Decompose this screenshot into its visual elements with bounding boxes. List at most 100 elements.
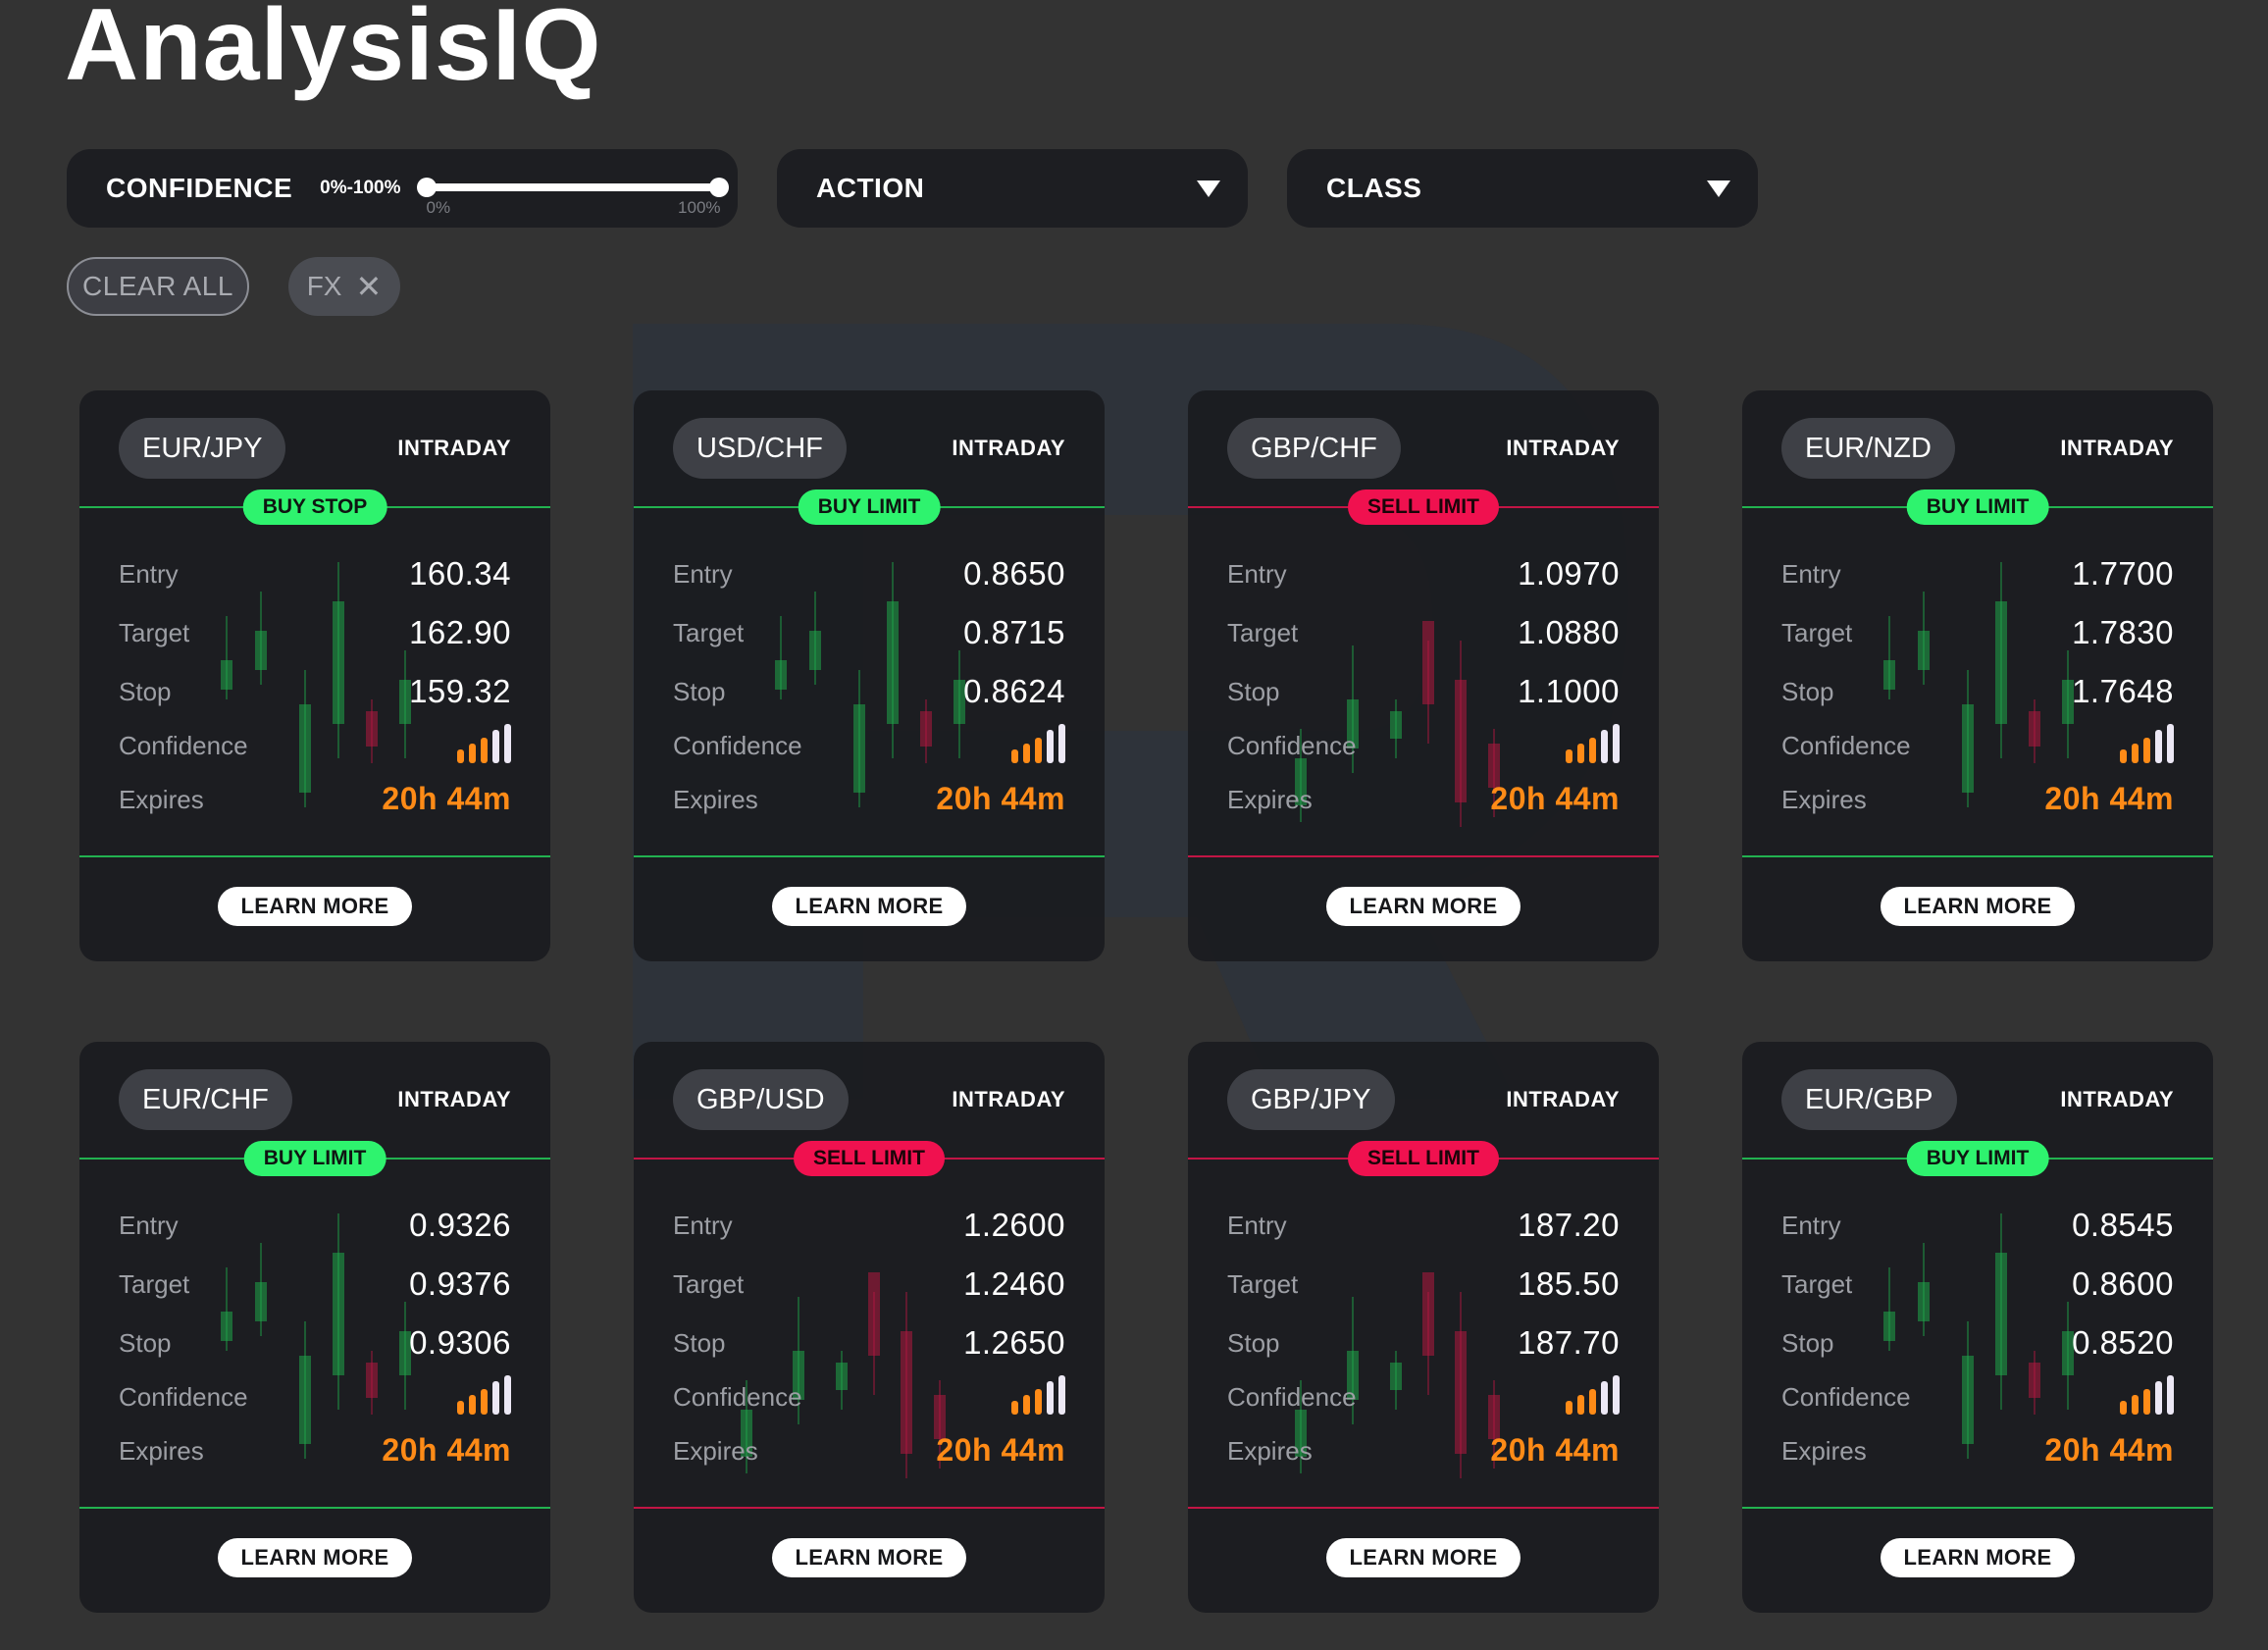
stop-label: Stop xyxy=(1227,677,1280,706)
target-label: Target xyxy=(673,1269,745,1299)
confidence-bar xyxy=(1035,1389,1042,1415)
target-value: 162.90 xyxy=(409,614,511,650)
divider-bottom xyxy=(634,1507,1105,1509)
entry-label: Entry xyxy=(1781,1211,1841,1240)
entry-value: 0.8545 xyxy=(2072,1207,2174,1243)
confidence-bar xyxy=(1023,1395,1030,1415)
stop-value: 1.2650 xyxy=(963,1324,1065,1361)
candlestick-chart-background xyxy=(1295,1272,1500,1478)
class-dropdown-label: CLASS xyxy=(1326,173,1422,203)
stop-label: Stop xyxy=(1227,1328,1280,1358)
divider-bottom xyxy=(79,855,550,857)
confidence-bar xyxy=(2143,1389,2150,1415)
fx-chip-label: FX xyxy=(306,271,342,301)
stop-label: Stop xyxy=(119,677,172,706)
close-icon[interactable]: ✕ xyxy=(355,269,383,304)
learn-more-button[interactable]: LEARN MORE xyxy=(218,1538,412,1577)
confidence-label: Confidence xyxy=(1227,1382,1357,1412)
confidence-signal-icon xyxy=(1011,1373,1065,1415)
action-dropdown[interactable]: ACTION xyxy=(777,149,1248,228)
target-label: Target xyxy=(1227,1269,1299,1299)
stop-value: 0.9306 xyxy=(409,1324,511,1361)
confidence-bar xyxy=(1601,1381,1608,1415)
confidence-bar xyxy=(457,749,464,763)
expires-label: Expires xyxy=(673,785,758,814)
learn-more-button[interactable]: LEARN MORE xyxy=(1326,1538,1521,1577)
confidence-bar xyxy=(1566,1401,1572,1415)
signal-card: EUR/JPY INTRADAY BUY STOP Entry 160.34 Target… xyxy=(79,390,550,961)
learn-more-button[interactable]: LEARN MORE xyxy=(1881,887,2075,926)
confidence-signal-icon xyxy=(457,722,511,763)
entry-label: Entry xyxy=(119,559,179,589)
confidence-bar xyxy=(1577,744,1584,763)
signal-card: EUR/GBP INTRADAY BUY LIMIT Entry 0.8545 Targe… xyxy=(1742,1042,2213,1613)
candlestick-chart-background xyxy=(741,1272,946,1478)
learn-more-button[interactable]: LEARN MORE xyxy=(772,887,966,926)
action-badge: BUY LIMIT xyxy=(1906,490,2049,525)
timeframe-label: INTRADAY xyxy=(952,1087,1065,1111)
entry-label: Entry xyxy=(1227,1211,1287,1240)
expires-label: Expires xyxy=(119,785,204,814)
clear-all-button[interactable]: CLEAR ALL xyxy=(67,257,249,316)
stop-value: 1.1000 xyxy=(1518,673,1620,709)
confidence-range-slider[interactable]: 0% 100% xyxy=(416,161,729,217)
entry-label: Entry xyxy=(673,1211,733,1240)
slider-min-handle[interactable] xyxy=(416,178,437,197)
signal-card: EUR/CHF INTRADAY BUY LIMIT Entry 0.9326 Targe… xyxy=(79,1042,550,1613)
currency-pair-pill: EUR/NZD xyxy=(1781,418,1955,479)
expires-label: Expires xyxy=(1781,785,1867,814)
expires-value: 20h 44m xyxy=(1490,781,1620,816)
confidence-signal-icon xyxy=(1566,722,1620,763)
stop-label: Stop xyxy=(673,1328,726,1358)
currency-pair-pill: EUR/GBP xyxy=(1781,1069,1957,1130)
currency-pair-pill: GBP/CHF xyxy=(1227,418,1401,479)
signal-card: GBP/JPY INTRADAY SELL LIMIT Entry 187.20 Targ… xyxy=(1188,1042,1659,1613)
candlestick-chart-background xyxy=(221,562,411,807)
stop-label: Stop xyxy=(119,1328,172,1358)
confidence-bar xyxy=(481,738,488,763)
target-value: 1.7830 xyxy=(2072,614,2174,650)
entry-value: 1.7700 xyxy=(2072,555,2174,592)
entry-label: Entry xyxy=(1227,559,1287,589)
timeframe-label: INTRADAY xyxy=(397,1087,511,1111)
target-label: Target xyxy=(1781,618,1853,647)
confidence-bar xyxy=(1011,749,1018,763)
confidence-label: Confidence xyxy=(1781,1382,1911,1412)
app-title: AnalysisIQ xyxy=(65,0,602,102)
confidence-bar xyxy=(1577,1395,1584,1415)
learn-more-button[interactable]: LEARN MORE xyxy=(1881,1538,2075,1577)
action-badge: SELL LIMIT xyxy=(1348,1141,1499,1176)
slider-min-label: 0% xyxy=(426,198,451,217)
confidence-bar xyxy=(481,1389,488,1415)
slider-max-handle[interactable] xyxy=(708,178,729,197)
target-value: 0.9376 xyxy=(409,1265,511,1302)
learn-more-button[interactable]: LEARN MORE xyxy=(218,887,412,926)
currency-pair-pill: GBP/JPY xyxy=(1227,1069,1395,1130)
expires-value: 20h 44m xyxy=(2044,781,2174,816)
caret-down-icon xyxy=(1197,180,1220,197)
confidence-bar xyxy=(1058,1375,1065,1415)
confidence-label: Confidence xyxy=(119,731,248,760)
currency-pair-pill: GBP/USD xyxy=(673,1069,849,1130)
caret-down-icon xyxy=(1707,180,1730,197)
candlestick-chart-background xyxy=(221,1213,411,1459)
signal-card: USD/CHF INTRADAY BUY LIMIT Entry 0.8650 Targe… xyxy=(634,390,1105,961)
confidence-signal-icon xyxy=(2120,1373,2174,1415)
class-dropdown[interactable]: CLASS xyxy=(1287,149,1758,228)
target-value: 1.0880 xyxy=(1518,614,1620,650)
stop-label: Stop xyxy=(1781,677,1834,706)
target-value: 0.8600 xyxy=(2072,1265,2174,1302)
divider-bottom xyxy=(1742,1507,2213,1509)
expires-label: Expires xyxy=(1227,785,1313,814)
stop-label: Stop xyxy=(673,677,726,706)
confidence-bar xyxy=(2120,749,2127,763)
confidence-bar xyxy=(1023,744,1030,763)
currency-pair-pill: USD/CHF xyxy=(673,418,847,479)
confidence-filter: CONFIDENCE 0%-100% 0% 100% xyxy=(67,149,738,228)
confidence-filter-label: CONFIDENCE xyxy=(106,173,293,203)
learn-more-button[interactable]: LEARN MORE xyxy=(1326,887,1521,926)
confidence-bar xyxy=(1047,730,1054,763)
learn-more-button[interactable]: LEARN MORE xyxy=(772,1538,966,1577)
confidence-bar xyxy=(1613,1375,1620,1415)
confidence-label: Confidence xyxy=(673,1382,802,1412)
